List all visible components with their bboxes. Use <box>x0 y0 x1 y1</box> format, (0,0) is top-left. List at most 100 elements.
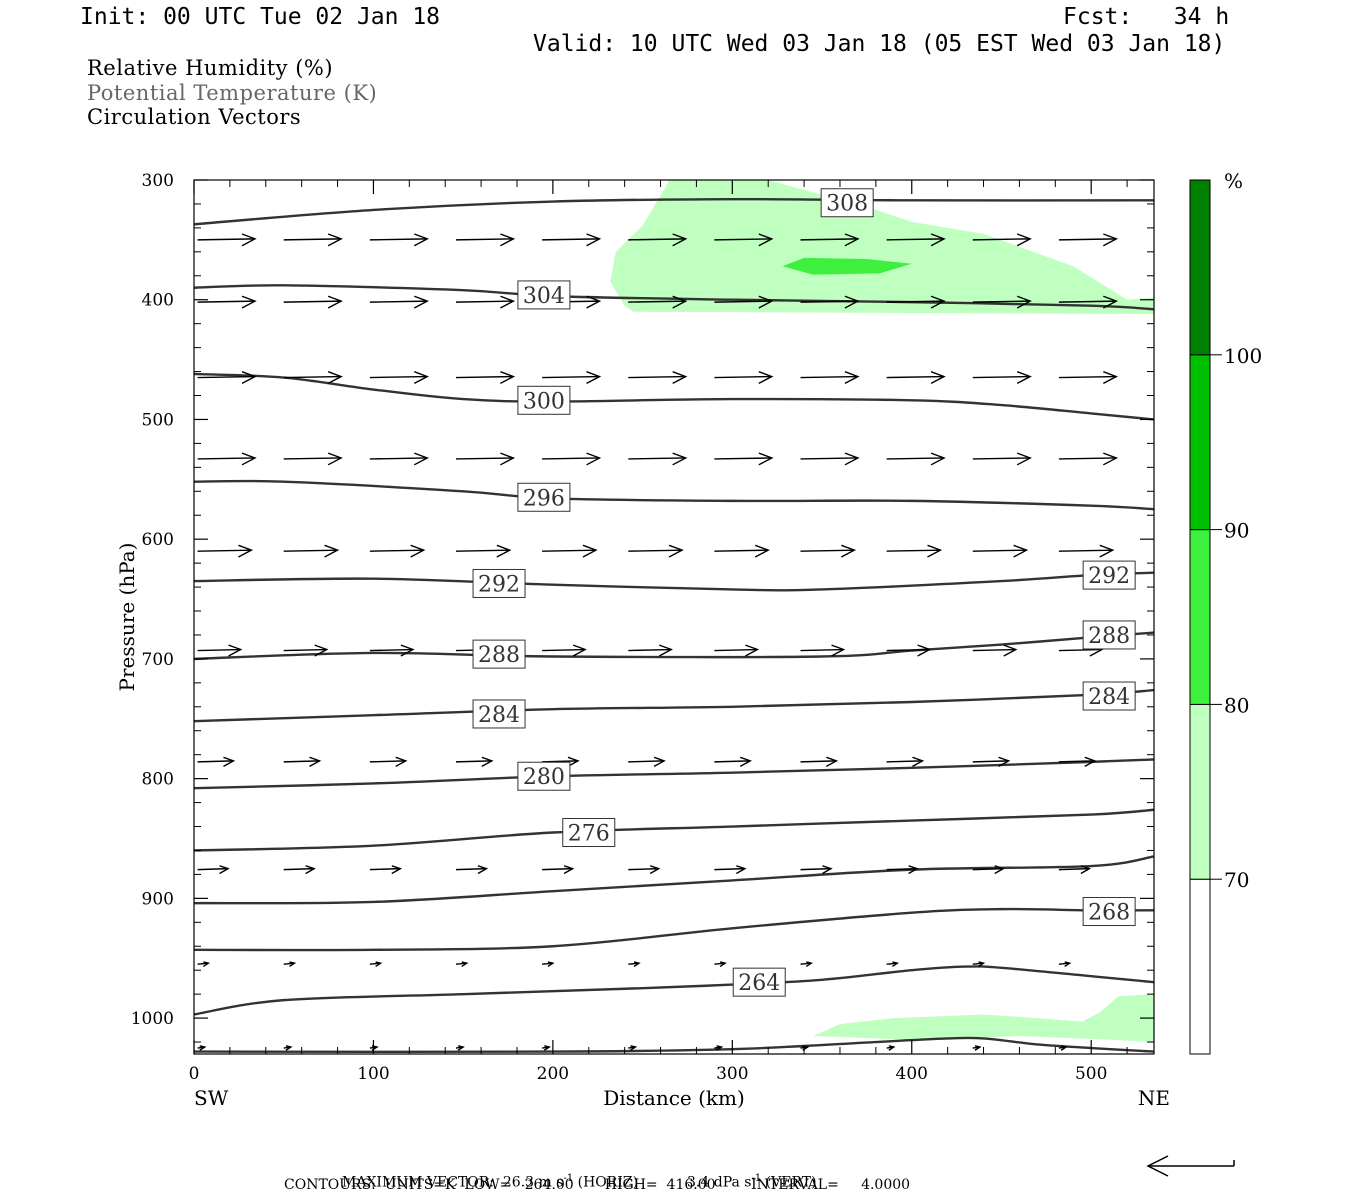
circulation-vector <box>197 756 236 768</box>
circulation-vector <box>1058 756 1097 768</box>
init-time: Init: 00 UTC Tue 02 Jan 18 <box>80 4 441 30</box>
colorbar-segment <box>1189 179 1211 356</box>
circulation-vector <box>283 233 343 247</box>
circulation-vector <box>369 544 426 558</box>
circulation-vector <box>972 961 986 968</box>
contour-label-276: 276 <box>562 818 616 848</box>
circulation-vector <box>369 961 383 968</box>
horiz-exponent: -1 <box>563 1173 574 1184</box>
circulation-vector <box>886 961 900 968</box>
contour-label-292: 292 <box>1082 560 1136 590</box>
circulation-vector <box>714 961 727 968</box>
circulation-vector <box>455 233 516 247</box>
colorbar-segment <box>1189 354 1211 531</box>
contour-label-296: 296 <box>517 482 571 512</box>
circulation-vector <box>542 1045 552 1051</box>
rh-region-0 <box>610 180 1154 315</box>
circulation-vector <box>197 544 254 558</box>
vert-exponent: -1 <box>751 1173 762 1184</box>
svg-text:308: 308 <box>826 192 868 217</box>
circulation-vector <box>1058 452 1119 466</box>
reference-vector-arrow <box>1146 1155 1235 1177</box>
circulation-vector <box>628 233 688 247</box>
theta-contour-268 <box>194 907 1154 952</box>
circulation-vector <box>628 295 688 309</box>
circulation-vector <box>714 756 752 768</box>
circulation-vector <box>542 371 602 385</box>
circulation-vector <box>283 452 343 466</box>
circulation-vector <box>714 452 774 466</box>
legend-potential-temperature: Potential Temperature (K) <box>87 81 378 105</box>
contour-label-304: 304 <box>517 280 571 310</box>
circulation-vector <box>197 295 257 309</box>
contour-label-288: 288 <box>1082 620 1136 650</box>
circulation-vector-layer <box>197 233 1119 1051</box>
circulation-vector <box>369 371 429 385</box>
circulation-vector <box>714 371 774 385</box>
legend-circulation-vectors: Circulation Vectors <box>87 105 302 129</box>
circulation-vector <box>542 756 580 768</box>
circulation-vector <box>628 1045 638 1051</box>
circulation-vector <box>886 233 946 247</box>
circulation-vector <box>455 756 494 768</box>
x-tick-label: 0 <box>189 1064 200 1084</box>
svg-text:300: 300 <box>523 389 565 414</box>
circulation-vector <box>542 644 587 657</box>
circulation-vector <box>714 644 760 657</box>
y-tick-label: 500 <box>142 410 174 430</box>
colorbar-level-label: 90 <box>1224 519 1249 543</box>
circulation-vector <box>1058 295 1119 309</box>
forecast-hour: Fcst: 34 h <box>1063 4 1230 30</box>
svg-text:292: 292 <box>478 572 520 597</box>
circulation-vector <box>283 371 343 385</box>
svg-text:280: 280 <box>523 765 565 790</box>
x-tick-label: 200 <box>537 1064 569 1084</box>
rh-fill-layer <box>610 180 1154 1043</box>
contour-label-308: 308 <box>820 188 874 218</box>
theta-contour-292 <box>194 571 1154 592</box>
x-end-label-right: NE <box>1138 1086 1170 1110</box>
circulation-vector <box>800 371 860 385</box>
y-tick-label: 1000 <box>131 1009 174 1029</box>
circulation-vector <box>197 644 243 657</box>
circulation-vector <box>283 544 340 558</box>
circulation-vector <box>455 295 516 309</box>
theta-contour-288 <box>194 631 1154 661</box>
theta-contour-layer <box>194 197 1154 1053</box>
circulation-vector <box>886 644 932 657</box>
svg-text:264: 264 <box>738 971 780 996</box>
contour-label-284: 284 <box>472 699 526 729</box>
circulation-vector <box>283 295 343 309</box>
y-tick-label: 700 <box>142 650 174 670</box>
colorbar-segment <box>1189 878 1211 1055</box>
colorbar-segment <box>1189 529 1211 705</box>
circulation-vector <box>1058 961 1072 968</box>
circulation-vector <box>886 865 919 875</box>
y-tick-label: 400 <box>142 291 174 311</box>
theta-contour-280 <box>194 758 1154 790</box>
circulation-vector <box>369 295 429 309</box>
circulation-vector <box>714 295 774 309</box>
contour-label-280: 280 <box>517 761 571 791</box>
colorbar-unit: % <box>1224 169 1243 193</box>
circulation-vector <box>886 756 925 768</box>
circulation-vector <box>542 233 602 247</box>
circulation-vector <box>455 371 516 385</box>
theta-contour-308 <box>194 197 1154 226</box>
circulation-vector <box>369 452 429 466</box>
circulation-vector <box>972 644 1018 657</box>
y-tick-label: 600 <box>142 530 174 550</box>
contour-label-292: 292 <box>472 568 526 598</box>
circulation-vector <box>972 452 1032 466</box>
circulation-vector <box>628 756 666 768</box>
circulation-vector <box>197 1045 207 1051</box>
circulation-vector <box>455 865 489 875</box>
contour-label-268: 268 <box>1082 897 1136 927</box>
theta-contour-272 <box>194 855 1154 905</box>
circulation-vector <box>542 961 555 968</box>
circulation-vector <box>283 644 329 657</box>
contour-label-288: 288 <box>472 639 526 669</box>
circulation-vector <box>369 233 429 247</box>
circulation-vector <box>197 371 257 385</box>
